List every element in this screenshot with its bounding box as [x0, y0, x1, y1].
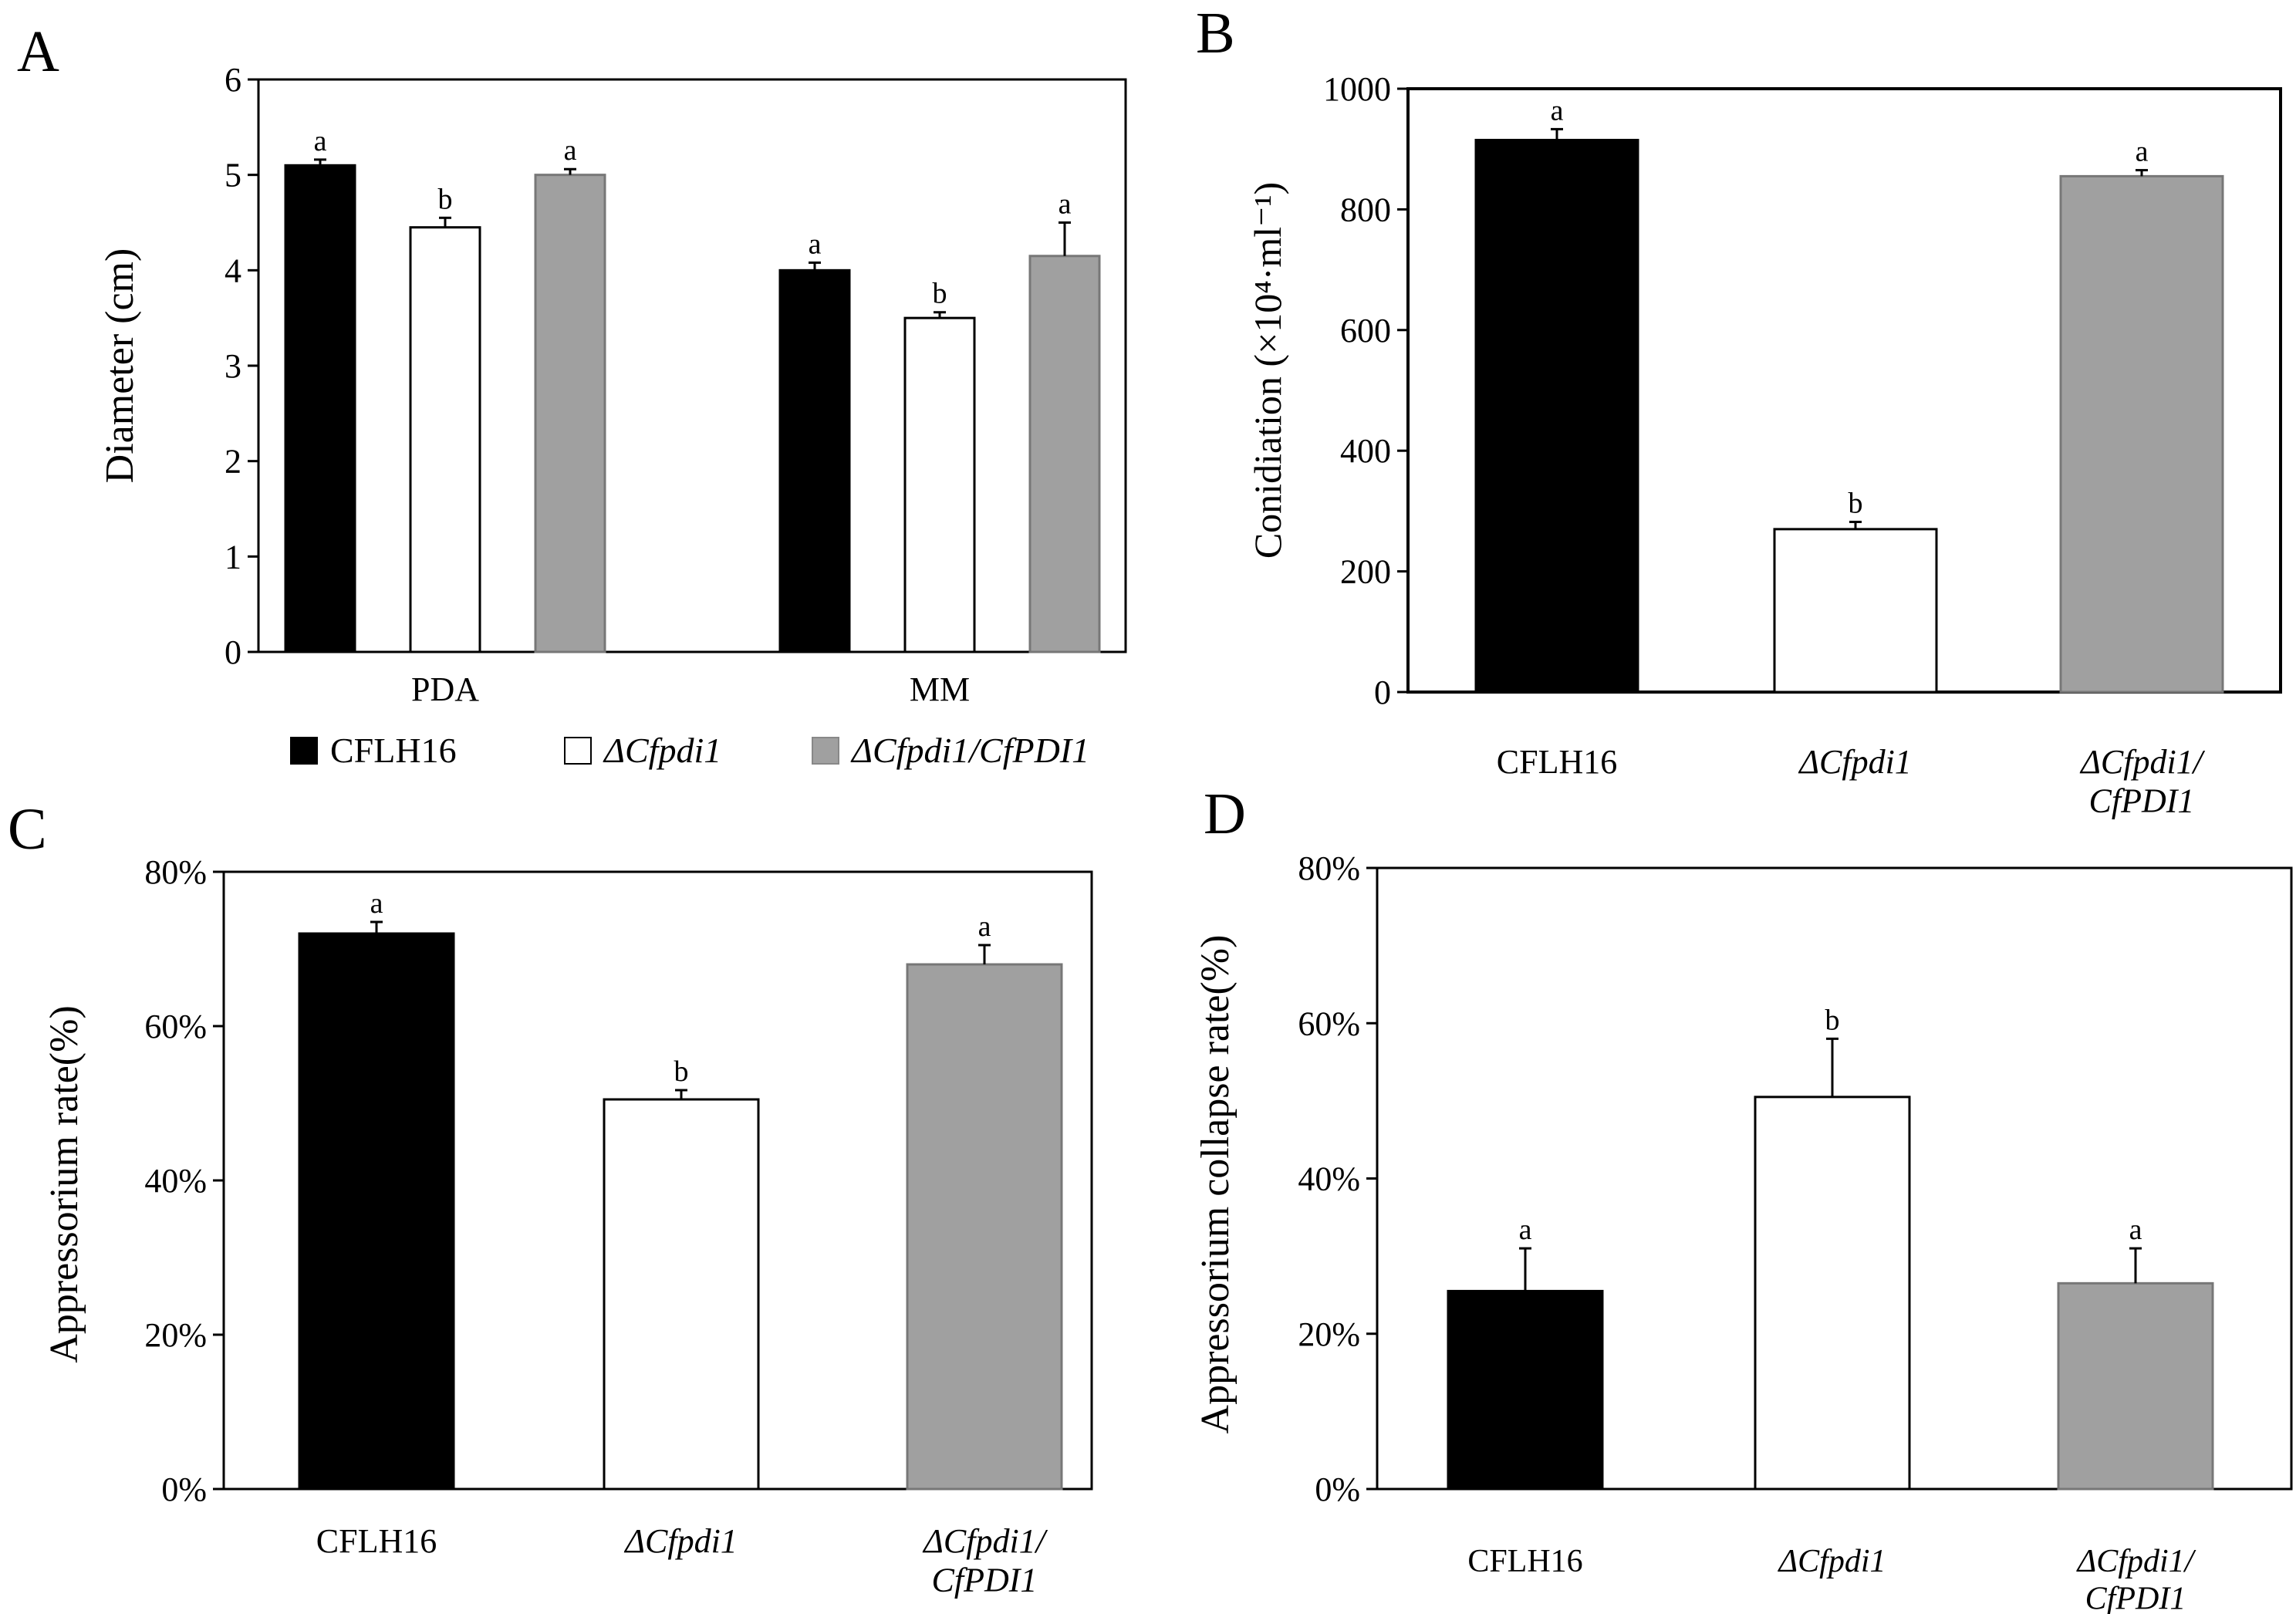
- panel-c-bar: [298, 932, 455, 1491]
- legend-label-cflh16: CFLH16: [330, 731, 457, 770]
- panel-c-x-tick-label: ΔCfpdi1/CfPDI1: [922, 1522, 1048, 1599]
- panel-b-significance-letter: b: [1849, 487, 1863, 519]
- panel-b-y-tick-label: 800: [1340, 191, 1391, 228]
- panel-d-chart: 0% 20% 40% 60% 80% a b a CFLH16 ΔCfpdi1 ΔCfpdi1/…: [1194, 849, 2293, 1614]
- panel-b-significance-letter: a: [1551, 94, 1564, 127]
- panel-a-y-tick-label: 0: [225, 633, 241, 671]
- legend-item-cflh16: CFLH16: [290, 731, 457, 770]
- legend-label-complemented: ΔCfpdi1/CfPDI1: [850, 731, 1089, 770]
- panel-c-bar: [603, 1098, 760, 1491]
- panel-a-y-tick-label: 4: [225, 252, 241, 289]
- panel-d-y-tick-label: 60%: [1298, 1005, 1360, 1042]
- panel-d-significance-letter: b: [1825, 1004, 1840, 1036]
- panel-a-bar: [534, 174, 606, 653]
- panel-letter-a: A: [17, 19, 59, 84]
- panel-a-significance-letter: a: [314, 125, 327, 157]
- panel-d-bar: [2057, 1281, 2214, 1491]
- panel-d-y-tick-label: 80%: [1298, 849, 1360, 887]
- panel-a-significance-letter: a: [809, 228, 822, 260]
- panel-a-y-axis-label: Diameter (cm): [98, 248, 142, 484]
- panel-b-y-tick-label: 400: [1340, 432, 1391, 470]
- legend-item-mutant: ΔCfpdi1: [564, 731, 721, 770]
- panel-c-chart: 0% 20% 40% 60% 80% a b a CFLH16 ΔCfpdi1 ΔCfpdi1/…: [42, 853, 1093, 1599]
- panel-c-significance-letter: b: [674, 1055, 689, 1088]
- panel-b-y-tick-label: 600: [1340, 312, 1391, 349]
- panel-a-y-tick-label: 5: [225, 157, 241, 194]
- panel-d-x-tick-label: ΔCfpdi1/CfPDI1: [2076, 1544, 2196, 1614]
- panel-a-y-tick-label: 2: [225, 443, 241, 481]
- panel-c-y-tick-label: 20%: [144, 1316, 207, 1354]
- panel-c-y-tick-label: 60%: [144, 1008, 207, 1045]
- legend-swatch-mutant: [564, 737, 592, 765]
- panel-letter-b: B: [1196, 1, 1235, 66]
- legend: CFLH16 ΔCfpdi1 ΔCfpdi1/CfPDI1: [290, 731, 1089, 770]
- legend-label-mutant: ΔCfpdi1: [603, 731, 721, 770]
- panel-b-bar: [1474, 138, 1639, 694]
- legend-swatch-complemented: [812, 737, 839, 765]
- panel-c-y-tick-label: 0%: [161, 1470, 207, 1508]
- panel-b-bar: [1773, 528, 1938, 694]
- panel-a-bar: [284, 164, 356, 653]
- panel-a-bar: [1028, 255, 1101, 653]
- panel-a-x-tick-label: MM: [910, 670, 970, 708]
- panel-d-x-tick-label: ΔCfpdi1: [1777, 1544, 1886, 1579]
- panel-d-significance-letter: a: [2129, 1214, 2142, 1246]
- panel-b-bar: [2059, 174, 2224, 694]
- legend-swatch-cflh16: [290, 737, 318, 765]
- panel-c-y-tick-label: 40%: [144, 1162, 207, 1200]
- panel-d-significance-letter: a: [1519, 1214, 1532, 1246]
- panel-b-x-tick-label: CFLH16: [1497, 743, 1617, 781]
- panel-a-y-tick-label: 3: [225, 347, 241, 385]
- panel-d-bar: [1754, 1096, 1911, 1491]
- panel-c-significance-letter: a: [978, 910, 991, 943]
- panel-a-significance-letter: b: [438, 183, 453, 215]
- panel-d-y-tick-label: 20%: [1298, 1315, 1360, 1353]
- panel-b-x-tick-label: ΔCfpdi1: [1798, 743, 1912, 781]
- panel-a-bar: [409, 226, 481, 653]
- panel-a-plot-frame: [257, 78, 1127, 653]
- legend-item-complemented: ΔCfpdi1/CfPDI1: [812, 731, 1089, 770]
- panel-c-bar: [906, 963, 1063, 1491]
- panel-c-significance-letter: a: [370, 887, 383, 920]
- panel-a-bar: [778, 268, 851, 653]
- panel-b-significance-letter: a: [2136, 136, 2149, 168]
- panel-a-y-tick-label: 6: [225, 61, 241, 99]
- panel-b-y-axis-label: Conidiation (×10⁴·ml⁻¹): [1246, 182, 1289, 559]
- panel-d-x-tick-label: CFLH16: [1467, 1544, 1582, 1579]
- panel-a-bar: [903, 316, 976, 653]
- panel-b-y-tick-label: 1000: [1323, 70, 1391, 108]
- panel-b-y-tick-label: 200: [1340, 553, 1391, 591]
- panel-letter-d: D: [1204, 782, 1246, 846]
- panel-d-y-axis-label: Appressorium collapse rate(%): [1194, 935, 1237, 1434]
- panel-b-chart: 0 200 400 600 800 1000 a b a CFLH16 ΔCfpdi1 ΔCfpd…: [1246, 70, 2282, 820]
- panel-c-x-tick-label: CFLH16: [316, 1522, 437, 1560]
- panel-a-chart: 0 1 2 3 4 5 6 a b a a b a PDA MM Diameter (cm): [98, 61, 1127, 708]
- panel-b-y-tick-label: 0: [1374, 674, 1391, 711]
- panel-c-x-tick-label: ΔCfpdi1: [623, 1522, 738, 1560]
- panel-d-y-tick-label: 40%: [1298, 1160, 1360, 1198]
- panel-a-significance-letter: a: [564, 134, 577, 167]
- panel-d-y-tick-label: 0%: [1315, 1470, 1360, 1508]
- panel-c-y-tick-label: 80%: [144, 853, 207, 891]
- panel-a-y-tick-label: 1: [225, 538, 241, 576]
- panel-a-significance-letter: b: [933, 278, 947, 310]
- panel-b-x-tick-label: ΔCfpdi1/CfPDI1: [2079, 743, 2206, 820]
- panel-letter-c: C: [8, 797, 47, 862]
- panel-a-x-tick-label: PDA: [411, 670, 479, 708]
- panel-c-y-axis-label: Appressorium rate(%): [42, 1005, 86, 1363]
- panel-d-bar: [1447, 1289, 1604, 1491]
- panel-a-significance-letter: a: [1059, 188, 1072, 221]
